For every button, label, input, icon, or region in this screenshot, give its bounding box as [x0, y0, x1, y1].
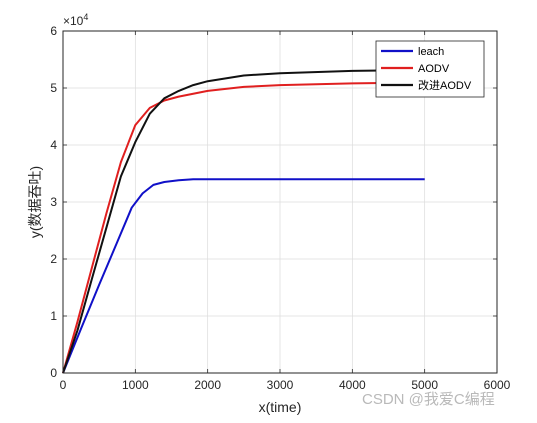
y-tick-label: 2 — [50, 252, 57, 266]
y-tick-label: 4 — [50, 138, 57, 152]
x-axis-ticks: 0 1000 2000 3000 4000 5000 6000 — [60, 31, 511, 392]
x-tick-label: 0 — [60, 378, 67, 392]
x-tick-label: 4000 — [339, 378, 366, 392]
series-line-aodv — [62, 81, 425, 374]
y-exponent-power: 4 — [83, 12, 88, 22]
x-tick-label: 2000 — [194, 378, 221, 392]
series-lines — [62, 68, 425, 374]
y-tick-label: 6 — [50, 24, 57, 38]
legend-label: AODV — [418, 63, 450, 75]
y-axis-ticks: 0 1 2 3 4 5 6 — [50, 24, 497, 380]
watermark: CSDN @我爱C编程 — [362, 391, 495, 408]
series-line-leach — [62, 178, 425, 374]
x-tick-label: 6000 — [484, 378, 511, 392]
y-tick-label: 5 — [50, 81, 57, 95]
series-line-aodv — [62, 68, 425, 374]
legend-label: 改进AODV — [418, 78, 472, 92]
y-exponent: ×104 — [63, 12, 88, 28]
y-tick-label: 3 — [50, 195, 57, 209]
x-tick-label: 1000 — [122, 378, 149, 392]
y-tick-label: 0 — [50, 366, 57, 380]
x-axis-label: x(time) — [259, 399, 302, 415]
legend: leach AODV 改进AODV — [375, 40, 485, 98]
y-tick-label: 1 — [50, 309, 57, 323]
y-axis-label: y(数据吞吐) — [27, 166, 43, 238]
legend-label: leach — [418, 46, 444, 58]
x-tick-label: 5000 — [411, 378, 438, 392]
x-tick-label: 3000 — [267, 378, 294, 392]
